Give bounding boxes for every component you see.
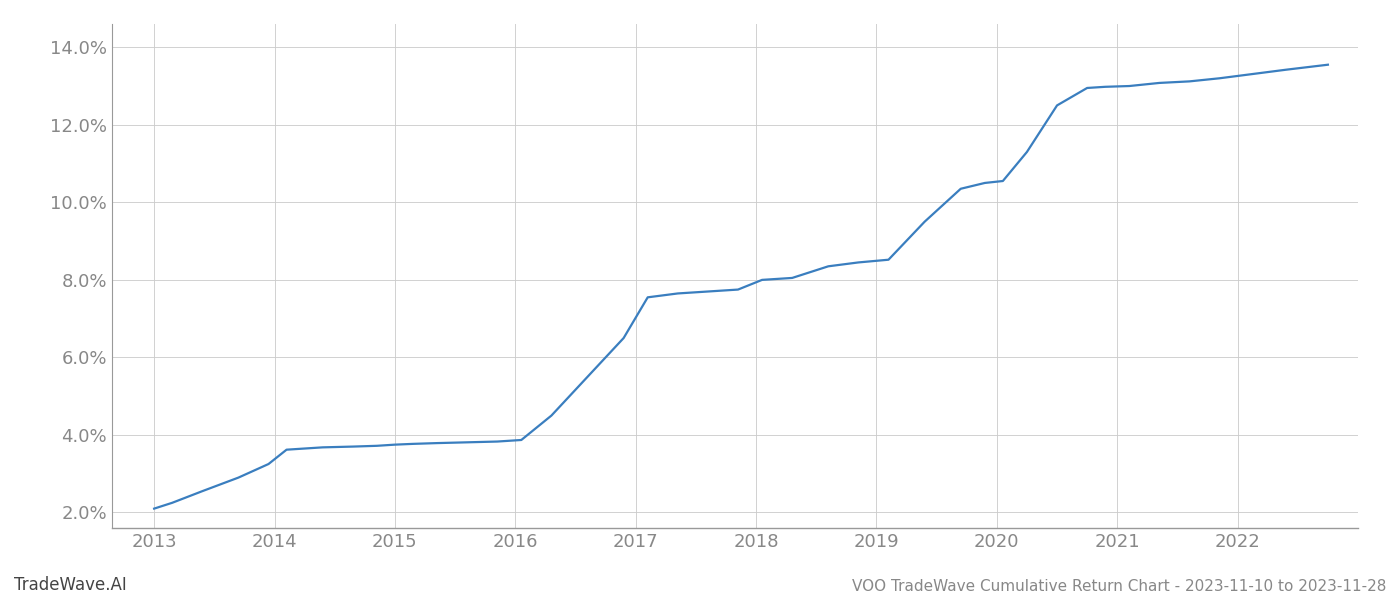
Text: TradeWave.AI: TradeWave.AI (14, 576, 127, 594)
Text: VOO TradeWave Cumulative Return Chart - 2023-11-10 to 2023-11-28: VOO TradeWave Cumulative Return Chart - … (851, 579, 1386, 594)
